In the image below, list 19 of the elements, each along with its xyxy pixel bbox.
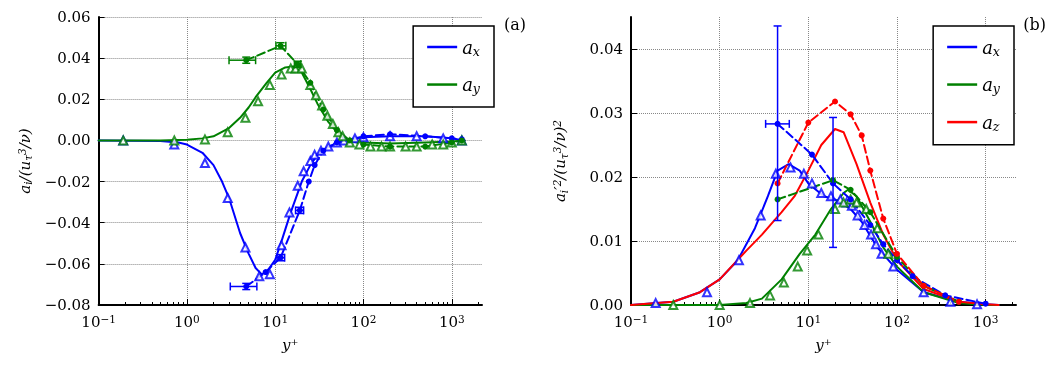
y-tick-label: 0.04 [57,49,91,68]
text: ai′2/(uτ3/ν)2 [550,119,570,203]
y-tick-label: 0.04 [589,40,623,58]
text: (b) [1023,14,1047,34]
y-tick-label: −0.08 [44,296,91,314]
y-tick-label: 0.03 [589,104,623,122]
y-tick-label: 0.06 [57,8,91,26]
y-tick-label: −0.06 [44,254,91,273]
y-tick-label: 0.02 [57,90,91,109]
x-axis-title: y⁺ [814,335,832,354]
y-tick-label: 0.02 [589,168,623,186]
y-tick-label: 0.01 [589,232,623,250]
y-tick-label: 0.00 [589,296,623,314]
y-axis-title: ai/(uτ3/ν) [15,128,35,194]
text: (a) [503,14,527,34]
x-axis-title: y⁺ [281,335,299,354]
y-tick-label: −0.04 [44,213,91,232]
y-tick-label: 0.00 [57,131,91,150]
y-tick-label: −0.02 [44,172,91,191]
